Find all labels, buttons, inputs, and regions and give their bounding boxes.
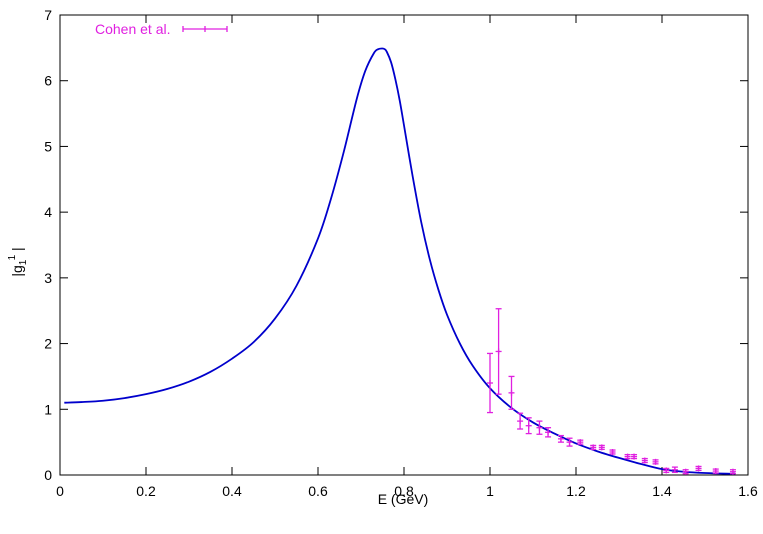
data-point [641,457,648,464]
data-point [495,308,502,395]
data-point [631,453,638,460]
data-point [590,444,597,451]
data-point [729,468,736,475]
y-tick-label: 7 [44,7,52,23]
data-point [517,412,524,430]
data-point [487,352,493,414]
x-tick-label: 0.4 [222,483,242,499]
data-point [663,467,670,474]
data-point [695,465,702,472]
curve-layer [64,47,736,475]
x-axis-ticks: 0 0.2 0.4 0.6 0.8 1 1.2 1.4 1.6 [56,15,758,499]
x-tick-label: 0.8 [394,483,414,499]
legend: Cohen et al. [95,21,228,37]
model-curve [64,47,736,475]
legend-label: Cohen et al. [95,21,171,37]
plot-frame [59,14,749,476]
y-tick-label: 2 [44,336,52,352]
data-point [545,427,552,438]
data-point [536,420,543,435]
data-point [652,458,659,465]
data-point [624,453,631,460]
data-point [577,439,584,446]
data-point [598,444,605,451]
y-axis-title-sup: 1 [7,254,18,260]
x-tick-label: 1.6 [738,483,758,499]
data-point [525,417,532,435]
data-point [671,466,678,474]
x-tick-label: 1.4 [652,483,672,499]
y-tick-label: 4 [44,204,52,220]
data-point [682,468,689,475]
data-point [712,468,719,475]
x-tick-label: 1.2 [566,483,586,499]
x-axis-title: E (GeV) [378,491,429,507]
data-point [566,437,573,447]
x-tick-label: 0 [56,483,64,499]
y-tick-label: 0 [44,467,52,483]
y-axis-ticks: 0 1 2 3 4 5 6 7 [44,7,748,483]
plot-border [59,14,749,476]
data-point [508,375,515,410]
y-axis-title-main: |g [9,265,25,276]
y-axis-title: |g11 | [7,247,29,276]
y-axis-title-sub: 1 [18,259,29,265]
y-tick-label: 6 [44,73,52,89]
y-tick-label: 3 [44,270,52,286]
data-point [609,449,616,455]
y-axis-title-end: | [9,247,25,255]
x-tick-label: 0.2 [136,483,156,499]
x-tick-label: 1 [486,483,494,499]
y-tick-label: 1 [44,401,52,417]
y-tick-label: 5 [44,138,52,154]
x-tick-label: 0.6 [308,483,328,499]
data-point [557,434,564,443]
data-layer [487,308,736,475]
